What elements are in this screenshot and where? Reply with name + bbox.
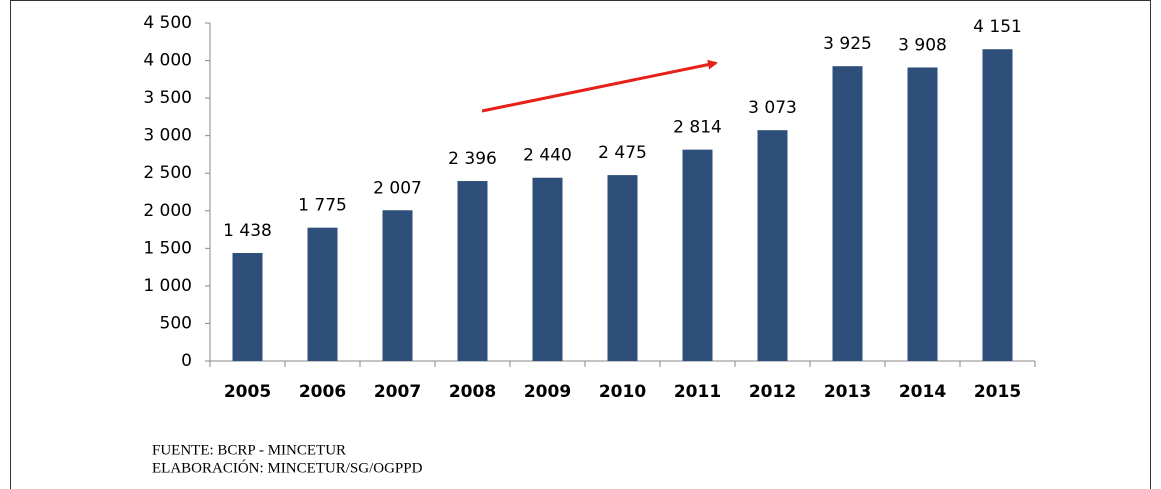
bar [832,66,863,361]
value-label: 3 073 [748,98,797,118]
bar [382,210,413,361]
value-label: 2 007 [373,178,422,198]
y-tick-label: 1 000 [143,276,192,296]
value-label: 3 925 [823,34,872,54]
bar [907,67,938,362]
x-tick-label: 2012 [749,382,796,402]
value-label: 1 438 [223,221,272,241]
trend-arrow [481,59,718,113]
y-tick-label: 4 000 [143,51,192,71]
y-tick-label: 2 000 [143,201,192,221]
x-tick-label: 2014 [899,382,946,402]
x-tick-label: 2005 [224,382,271,402]
bar [232,252,263,361]
bar [532,177,563,361]
y-tick-label: 0 [181,351,192,371]
credit-note: ELABORACIÓN: MINCETUR/SG/OGPPD [152,459,423,476]
bar [307,227,338,361]
y-tick-label: 3 000 [143,126,192,146]
x-tick-label: 2010 [599,382,646,402]
value-label: 3 908 [898,35,947,55]
bar [757,130,788,361]
value-label: 2 396 [448,149,497,169]
source-note: FUENTE: BCRP - MINCETUR [152,442,346,458]
y-tick-label: 4 500 [143,13,192,33]
x-tick-label: 2009 [524,382,571,402]
bar [457,181,488,361]
x-tick-label: 2013 [824,382,871,402]
value-label: 4 151 [973,17,1022,37]
bar [982,49,1013,362]
value-label: 2 814 [673,118,722,138]
y-tick-label: 500 [160,313,192,333]
x-tick-label: 2008 [449,382,496,402]
y-tick-label: 2 500 [143,163,192,183]
x-tick-label: 2006 [299,382,346,402]
value-label: 2 475 [598,143,647,163]
frame-border [10,0,1151,489]
x-tick-label: 2007 [374,382,421,402]
bar [682,149,713,361]
x-tick-label: 2011 [674,382,721,402]
value-label: 1 775 [298,196,347,216]
value-label: 2 440 [523,146,572,166]
x-tick-label: 2015 [974,382,1021,402]
y-tick-label: 3 500 [143,88,192,108]
y-tick-label: 1 500 [143,238,192,258]
bar [607,175,638,361]
